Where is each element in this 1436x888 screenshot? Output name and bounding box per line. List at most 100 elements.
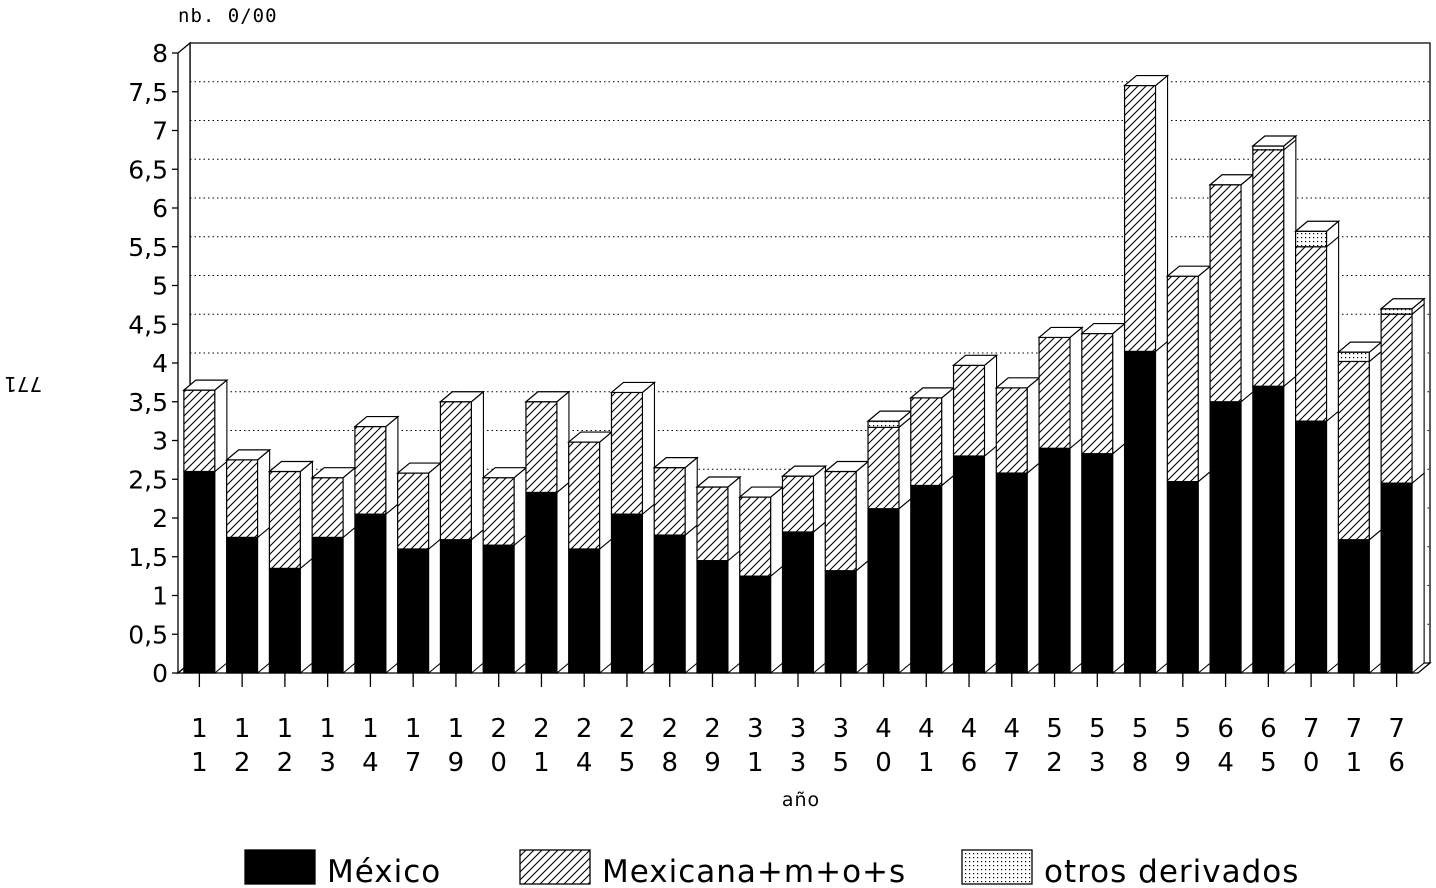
bar-segment-2 [1166,275,1199,483]
bar-segment-2 [1038,336,1071,449]
bar-segment-3 [1337,351,1370,363]
bar-side-2 [428,461,442,551]
bar-top [1293,220,1341,232]
bar-top [652,457,699,469]
bar-side-1 [1112,442,1126,675]
legend: México Mexicana+m+o+s otros derivados [244,849,1298,888]
bar-stack [481,466,528,675]
bar-segment-1 [1380,482,1413,674]
bar-stack [524,390,571,675]
bar-side-2 [1155,74,1169,353]
bar-segment-2 [1295,246,1328,422]
bar-top [951,354,999,366]
legend-item-2: Mexicana+m+o+s [519,849,905,888]
bar-side-1 [1069,437,1083,675]
bar-side-2 [1112,322,1126,455]
bar-side-2 [727,475,741,562]
bar-segment-2 [952,364,986,457]
bar-segment-2 [1123,84,1157,352]
bar-segment-2 [867,426,900,510]
bar-segment-1 [696,560,729,674]
bar-side-1 [641,502,656,675]
bar-side-1 [770,564,784,675]
x-axis-label: año [782,789,820,811]
bar-segment-1 [910,484,943,674]
bar-top [438,391,486,403]
bar-stack [695,475,742,675]
bar-segment-1 [781,531,815,674]
bar-segment-1 [653,534,686,674]
bar-side-1 [983,444,998,675]
bar-stack [1165,265,1212,675]
bar-segment-2 [482,477,515,546]
bar-side-1 [599,537,613,675]
bar-segment-3 [867,420,900,428]
legend-label: México [327,854,441,888]
bar-segment-2 [610,391,644,515]
bar-segment-1 [1209,401,1242,674]
bar-segment-1 [1038,447,1071,674]
bar-segment-1 [354,513,387,674]
bar-segment-3 [1380,308,1413,315]
bar-stack [780,464,828,675]
bar-side-2 [385,415,399,516]
y-tick-label: 7 [152,117,168,146]
bar-side-1 [941,474,955,675]
bar-segment-2 [525,401,558,494]
bar-side-1 [299,557,313,675]
bar-side-2 [1283,138,1297,388]
y-tick-label: 5,5 [128,233,168,262]
bar-side-2 [342,466,356,539]
bar-segment-1 [268,567,301,674]
bar-side-1 [812,520,827,675]
bar-segment-2 [696,486,729,562]
y-tick-label: 1 [152,582,168,611]
bar-top [353,415,400,428]
bar-segment-1 [610,513,644,674]
bar-segment-2 [1081,332,1114,455]
legend-item-3: otros derivados [961,849,1298,888]
y-tick-label: 1,5 [128,543,168,572]
bar-side-1 [1155,340,1169,675]
page-side-mark: 771 [4,372,43,396]
bar-side-2 [214,378,228,473]
bar-stack [310,466,357,675]
bar-stack [1122,74,1170,675]
bar-top [609,381,657,394]
bar-stack [267,460,315,675]
bar-segment-1 [995,472,1028,674]
bar-segment-1 [311,536,344,674]
bar-side-2 [1197,265,1211,483]
bar-side-1 [342,526,356,675]
bar-stack [609,381,657,675]
y-tick-label: 2,5 [128,465,168,494]
bar-stack [353,415,400,675]
bar-side-2 [1026,376,1040,475]
y-tick-label: 6 [152,194,168,223]
bar-stack [823,460,870,675]
bar-stack [1080,322,1127,675]
y-tick-label: 0 [152,659,168,688]
bar-top [1379,298,1426,310]
bar-segment-1 [824,570,857,674]
bar-segment-2 [1337,360,1370,541]
bar-stack [1208,173,1255,675]
bar-side-2 [1069,326,1083,450]
bar-segment-1 [952,455,986,674]
bar-side-2 [299,460,313,570]
y-tick-label: 4 [152,349,168,378]
y-tick-label: 5 [152,272,168,301]
bar-side-1 [1197,470,1211,675]
